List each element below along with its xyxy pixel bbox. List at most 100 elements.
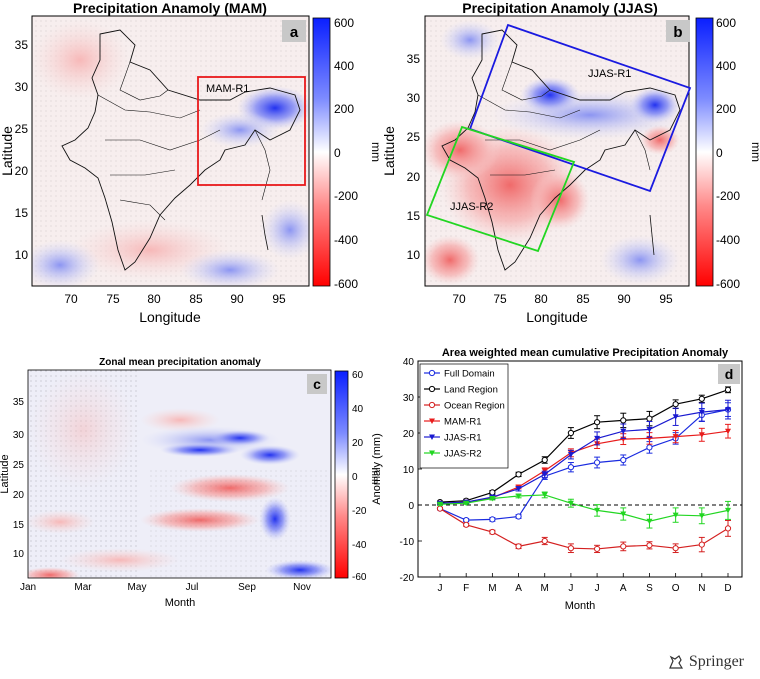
panel-b-colorbar-unit: mm [749, 142, 760, 162]
panel-a-ytick: 25 [15, 122, 29, 136]
panel-a-colorbar-unit: mm [369, 142, 383, 162]
data-point [646, 415, 653, 422]
panel-c-ylabel: Latitude [0, 454, 11, 493]
jjas-r2-label: JJAS-R2 [450, 201, 493, 213]
series-jjas-r1 [437, 399, 731, 507]
data-point [567, 545, 575, 552]
colorbar-tick: 20 [352, 438, 364, 449]
panel-a-ytick: 10 [15, 248, 29, 262]
colorbar-tick: -400 [334, 233, 358, 247]
data-point [620, 456, 627, 464]
data-point [725, 407, 731, 413]
panel-c-ytick: 20 [13, 490, 25, 501]
data-point [725, 428, 731, 435]
panel-d-letter-box [718, 364, 740, 384]
panel-c-y-ticks: 10 15 20 25 30 35 [13, 397, 25, 560]
data-point [489, 528, 496, 536]
panel-a-title: Precipitation Anamoly (MAM) [73, 0, 267, 16]
panel-c-ytick: 35 [13, 397, 25, 408]
panel-a-colorbar [312, 17, 331, 287]
x-tick-label: M [488, 583, 496, 594]
panel-b-ylabel: Latitude [381, 126, 397, 176]
colorbar-tick: 0 [334, 146, 341, 160]
panel-d-ylabel: Anomaly (mm) [371, 433, 383, 505]
data-point [672, 512, 679, 519]
legend-marker [428, 401, 436, 409]
panel-d-xlabel: Month [565, 600, 596, 612]
panel-b-x-ticks: 70 75 80 85 90 95 [452, 292, 673, 306]
panel-c-ytick: 25 [13, 460, 25, 471]
panel-b-letter: b [673, 24, 682, 41]
panel-c-colorbar-ticks: 60 40 20 0 -20 -40 -60 [352, 370, 367, 583]
panel-a-xtick: 80 [147, 292, 161, 306]
data-point [646, 542, 653, 549]
panel-a-x-ticks: 70 75 80 85 90 95 [64, 292, 286, 306]
data-point [620, 428, 627, 435]
data-point [567, 429, 575, 437]
panel-c-x-ticks: Jan Mar May Jul Sep Nov [20, 582, 311, 593]
data-point [594, 435, 601, 442]
panel-a-ylabel: Latitude [0, 126, 15, 176]
data-point [567, 464, 575, 471]
panel-a-letter-box [282, 20, 306, 42]
y-tick-label: 40 [403, 357, 415, 368]
colorbar-tick: -20 [352, 506, 367, 517]
colorbar-tick: 200 [716, 102, 736, 116]
series-line [439, 409, 729, 504]
y-tick-label: 30 [403, 393, 415, 404]
data-point [541, 537, 548, 545]
panel-c-xlabel: Month [165, 597, 196, 609]
colorbar-tick: 40 [352, 404, 364, 415]
panel-b-ytick: 20 [407, 170, 421, 184]
panel-b-xtick: 95 [659, 292, 673, 306]
series-line [439, 389, 729, 503]
data-point [672, 414, 679, 420]
legend-marker [429, 434, 435, 440]
panel-d-letter: d [725, 366, 734, 382]
data-point [515, 471, 522, 478]
y-tick-label: 0 [408, 501, 414, 512]
panel-a-xtick: 85 [189, 292, 203, 306]
colorbar-tick: -40 [352, 540, 367, 551]
data-point [620, 511, 627, 517]
x-tick-label: J [595, 583, 600, 594]
data-point [515, 543, 522, 550]
data-point [672, 434, 679, 440]
data-point [620, 543, 627, 550]
colorbar-tick: -600 [716, 277, 740, 291]
series-line [439, 409, 729, 521]
panel-b-colorbar [695, 17, 714, 287]
jjas-r2-box [425, 125, 576, 253]
panel-d-title: Area weighted mean cumulative Precipitat… [442, 347, 729, 359]
colorbar-tick: 400 [334, 59, 354, 73]
colorbar-tick: 0 [352, 472, 358, 483]
data-point [515, 493, 522, 499]
data-point [698, 409, 705, 416]
panel-c-title: Zonal mean precipitation anomaly [99, 357, 261, 368]
data-point [594, 507, 601, 514]
panel-a-ytick: 30 [15, 80, 29, 94]
data-point [437, 501, 443, 508]
data-point [646, 444, 653, 451]
y-tick-label: 10 [403, 465, 415, 476]
data-point [593, 545, 601, 553]
panel-c-colorbar-unit: mm [369, 468, 380, 485]
panel-c-hovmoller: Zonal mean precipitation anomaly c Jan M… [0, 357, 380, 609]
panel-b-ytick: 25 [407, 130, 421, 144]
colorbar-tick: 200 [334, 102, 354, 116]
panel-d-legend: Full Domain Land Region Ocean Region MAM-R1… [419, 363, 509, 469]
panel-c-xtick: Jan [20, 582, 36, 593]
colorbar-tick: -400 [716, 233, 740, 247]
data-point [515, 486, 522, 492]
panel-c-letter-box [307, 374, 327, 394]
data-point [489, 489, 496, 496]
series-line [439, 508, 729, 550]
panel-a-xtick: 75 [106, 292, 120, 306]
panel-b-xtick: 75 [493, 292, 507, 306]
data-point [593, 419, 601, 426]
panel-a-xtick: 70 [64, 292, 78, 306]
panel-d-line-chart: Area weighted mean cumulative Precipitat… [371, 347, 743, 612]
x-tick-label: O [672, 583, 680, 594]
panel-d-series [436, 386, 732, 554]
data-point [672, 545, 679, 552]
